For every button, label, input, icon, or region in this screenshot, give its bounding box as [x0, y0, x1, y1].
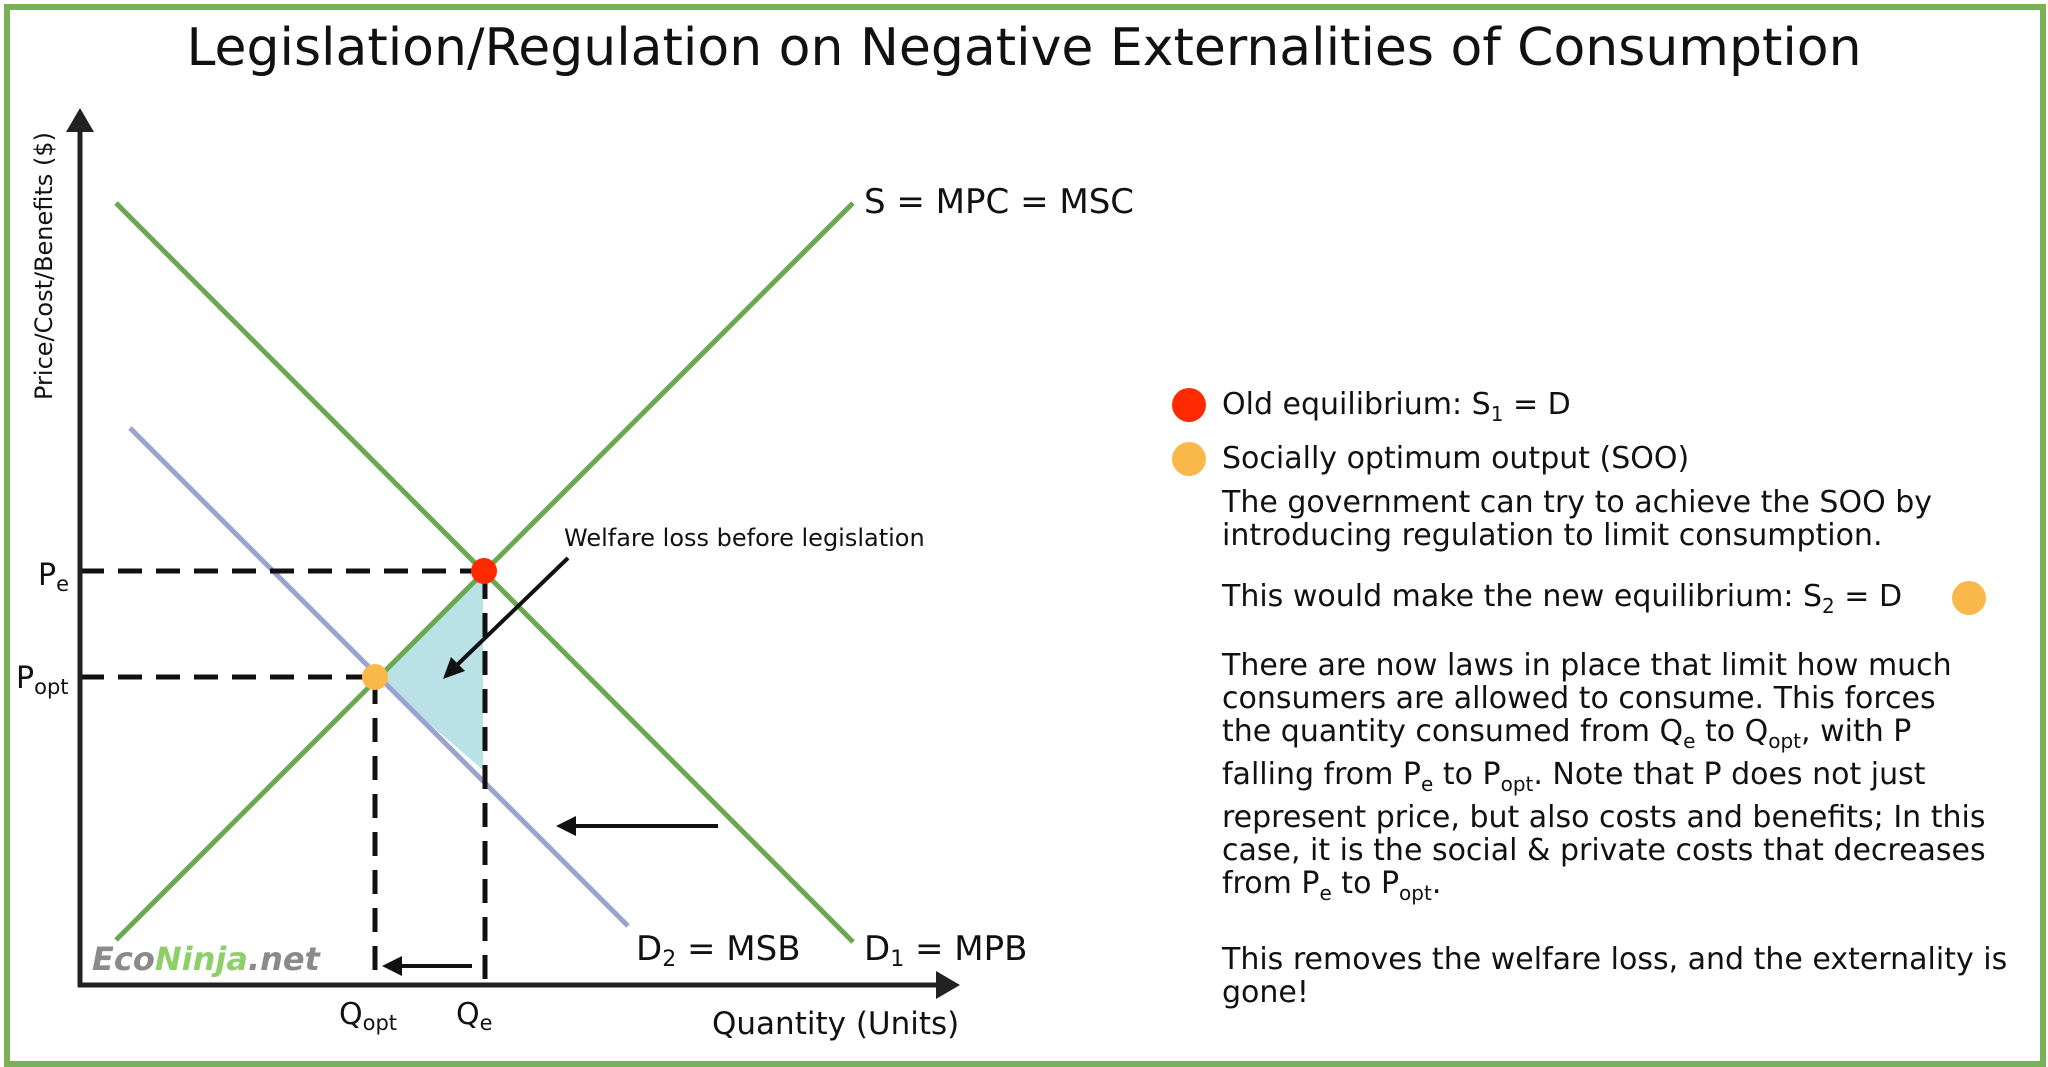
price-opt-label: Popt — [16, 661, 69, 699]
soo-point — [362, 664, 388, 690]
welfare-pointer-arrowhead — [443, 657, 465, 679]
para3-line3: the quantity consumed from Qe to Qopt, w… — [1222, 715, 2032, 758]
para3-line6: case, it is the social & private costs t… — [1222, 833, 1986, 868]
para3-line4-c: . Note that P does not just — [1533, 757, 1926, 792]
para3-line7-sub2: opt — [1399, 881, 1432, 905]
legend-soo: Socially optimum output (SOO) — [1172, 434, 2032, 484]
para3-line3-sub2: opt — [1768, 729, 1802, 753]
legend-old-equilibrium: Old equilibrium: S1 = D — [1172, 380, 2032, 430]
welfare-loss-area — [375, 571, 483, 770]
welfare-pointer-arrow — [454, 556, 570, 668]
para3-line4-b: to P — [1433, 757, 1501, 792]
demand1-label: D1 = MPB — [864, 929, 1027, 972]
y-axis-arrowhead — [66, 108, 94, 132]
legend-paragraph-2: This would make the new equilibrium: S2 … — [1172, 580, 2032, 623]
para2-sub: 2 — [1822, 594, 1835, 618]
para3-line3-a: the quantity consumed from Q — [1222, 714, 1684, 749]
para3-line4: falling from Pe to Popt. Note that P doe… — [1222, 758, 2032, 801]
para3-line4-a: falling from P — [1222, 757, 1421, 792]
legend-old-eq-rest: = D — [1503, 387, 1571, 422]
page-title: Legislation/Regulation on Negative Exter… — [186, 18, 1862, 78]
yellow-dot-icon — [1172, 442, 1206, 476]
para2-text-a: This would make the new equilibrium: S — [1222, 579, 1823, 614]
x-axis-arrowhead — [936, 971, 960, 999]
y-axis-label: Price/Cost/Benefits ($) — [30, 132, 58, 400]
para3-line1: There are now laws in place that limit h… — [1222, 648, 1952, 683]
para3-line7-sub1: e — [1319, 881, 1332, 905]
para3-line7-b: to P — [1331, 866, 1400, 901]
qty-opt-label: Qopt — [339, 997, 397, 1035]
qty-e-label: Qe — [456, 997, 493, 1035]
legend-old-eq-sub: 1 — [1490, 402, 1504, 426]
demand-shift-arrowhead — [556, 816, 576, 836]
para3-line7-a: from P — [1222, 866, 1320, 901]
para3-line2: consumers are allowed to consume. This f… — [1222, 681, 1936, 716]
quantity-shift-arrowhead — [382, 956, 402, 976]
econinja-watermark: EcoNinja.net — [92, 940, 322, 978]
economics-diagram: Price/Cost/Benefits ($) Quantity (Units)… — [16, 108, 1134, 1042]
x-axis-label: Quantity (Units) — [712, 1006, 959, 1042]
supply-label: S = MPC = MSC — [864, 182, 1134, 222]
legend-old-eq-text: Old equilibrium: S — [1222, 387, 1491, 422]
demand2-label: D2 = MSB — [636, 929, 801, 972]
para3-line5: represent price, but also costs and bene… — [1222, 800, 1986, 835]
para3-line3-sub1: e — [1683, 729, 1696, 753]
legend-paragraph-3: There are now laws in place that limit h… — [1172, 649, 2032, 910]
legend-panel: Old equilibrium: S1 = D Socially optimum… — [1172, 380, 2032, 1009]
red-dot-icon — [1172, 388, 1206, 422]
para3-line4-sub2: opt — [1500, 772, 1534, 796]
para3-line7: from Pe to Popt. — [1222, 867, 2032, 910]
legend-paragraph-1: The government can try to achieve the SO… — [1222, 485, 1933, 553]
yellow-dot-inline-icon — [1951, 580, 1986, 615]
para3-line7-c: . — [1431, 866, 1442, 901]
welfare-loss-label: Welfare loss before legislation — [564, 524, 925, 552]
old-equilibrium-point — [471, 558, 497, 584]
price-e-label: Pe — [38, 558, 69, 596]
para3-line3-c: , with P — [1801, 714, 1912, 749]
para2-text-b: = D — [1834, 579, 1903, 614]
legend-paragraph-4: This removes the welfare loss, and the e… — [1222, 942, 2008, 1010]
border-frame — [4, 4, 2046, 1067]
para3-line4-sub1: e — [1420, 772, 1434, 796]
legend-soo-text: Socially optimum output (SOO) — [1222, 441, 1690, 476]
para3-line3-b: to Q — [1695, 714, 1769, 749]
